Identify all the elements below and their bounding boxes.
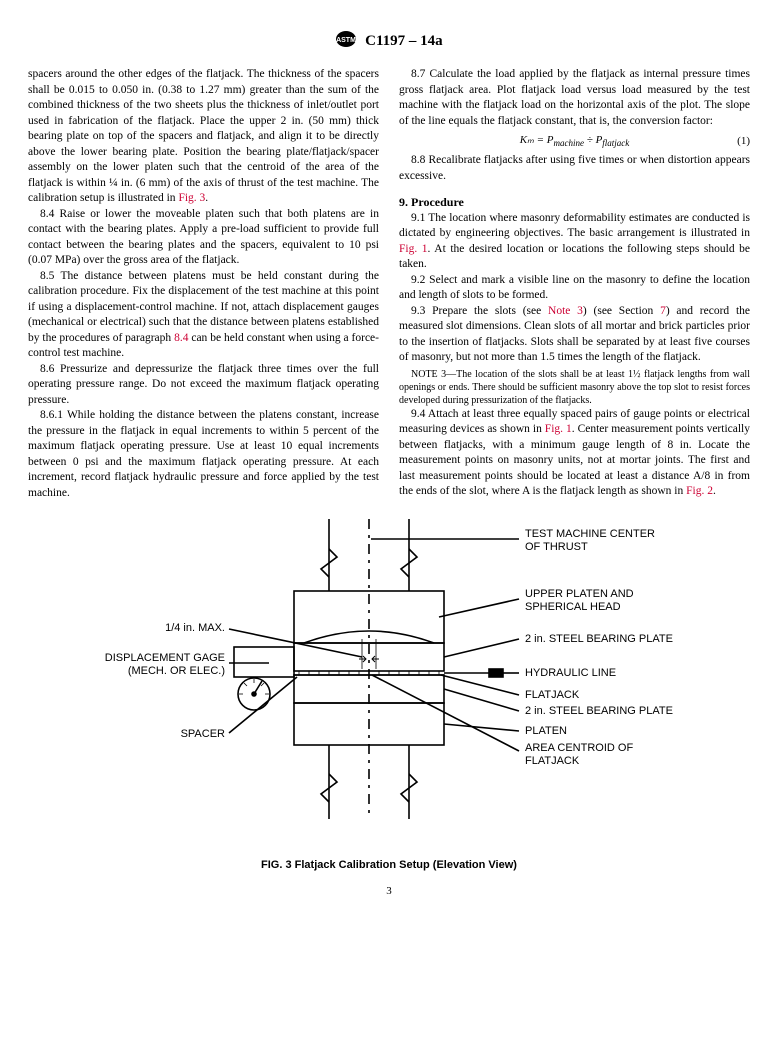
svg-text:1/4 in. MAX.: 1/4 in. MAX. [165,622,225,634]
fig2-ref: Fig. 2 [686,485,713,497]
para-9-3: 9.3 Prepare the slots (see Note 3) (see … [399,304,750,366]
svg-text:FLATJACK: FLATJACK [525,755,580,767]
svg-text:2 in. STEEL BEARING PLATE: 2 in. STEEL BEARING PLATE [525,633,673,645]
equation-1: Kₘ = Pmachine ÷ Pflatjack (1) [399,133,750,149]
page-number: 3 [28,885,750,897]
figure-3: 1/4 in. MAX. DISPLACEMENT GAGE (MECH. OR… [28,519,750,871]
fig1-ref-a: Fig. 1 [399,243,428,255]
svg-text:SPACER: SPACER [181,728,225,740]
svg-text:AREA CENTROID OF: AREA CENTROID OF [525,742,633,754]
svg-text:2 in. STEEL BEARING PLATE: 2 in. STEEL BEARING PLATE [525,705,673,717]
fig1-ref-b: Fig. 1 [545,423,572,435]
figure-3-caption: FIG. 3 Flatjack Calibration Setup (Eleva… [28,859,750,871]
note-3: NOTE 3—The location of the slots shall b… [399,368,750,407]
para-8-4: 8.4 Raise or lower the moveable platen s… [28,207,379,269]
svg-text:UPPER PLATEN AND: UPPER PLATEN AND [525,588,634,600]
para-8-5: 8.5 The distance between platens must be… [28,269,379,362]
svg-text:TEST MACHINE CENTER: TEST MACHINE CENTER [525,528,655,540]
svg-text:DISPLACEMENT GAGE: DISPLACEMENT GAGE [105,652,225,664]
flatjack-diagram-icon: 1/4 in. MAX. DISPLACEMENT GAGE (MECH. OR… [69,519,709,849]
eq-number: (1) [737,134,750,149]
para-continued: spacers around the other edges of the fl… [28,67,379,207]
para-8-7: 8.7 Calculate the load applied by the fl… [399,67,750,129]
svg-text:ASTM: ASTM [336,37,356,44]
para-8-6-1: 8.6.1 While holding the distance between… [28,408,379,501]
astm-logo-icon: ASTM [335,30,357,53]
note3-ref: Note 3 [548,305,583,317]
svg-text:FLATJACK: FLATJACK [525,689,580,701]
body-columns: spacers around the other edges of the fl… [28,67,750,501]
svg-text:PLATEN: PLATEN [525,725,567,737]
para-9-4: 9.4 Attach at least three equally spaced… [399,407,750,500]
svg-text:(MECH. OR ELEC.): (MECH. OR ELEC.) [128,665,225,677]
para-8-6: 8.6 Pressurize and depressurize the flat… [28,362,379,409]
svg-text:OF THRUST: OF THRUST [525,541,588,553]
para-8-8: 8.8 Recalibrate flatjacks after using fi… [399,153,750,184]
para-9-1: 9.1 The location where masonry deformabi… [399,211,750,273]
designation: C1197 – 14a [365,33,443,49]
svg-text:SPHERICAL HEAD: SPHERICAL HEAD [525,601,621,613]
ref-8-4: 8.4 [174,332,188,344]
section-9-heading: 9. Procedure [399,194,750,210]
page-header: ASTM C1197 – 14a [28,30,750,53]
fig3-ref: Fig. 3 [178,192,205,204]
svg-text:HYDRAULIC LINE: HYDRAULIC LINE [525,667,616,679]
para-9-2: 9.2 Select and mark a visible line on th… [399,273,750,304]
